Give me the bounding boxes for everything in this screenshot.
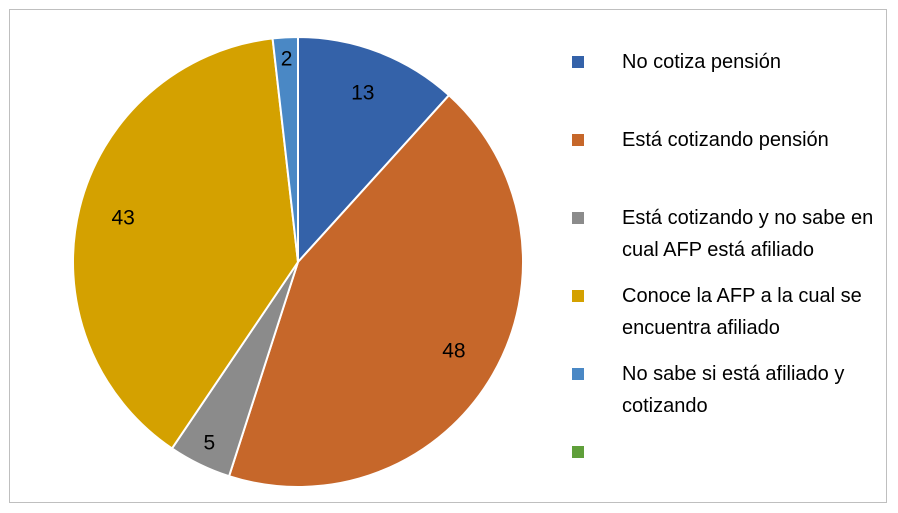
legend-label: No cotiza pensión — [622, 51, 781, 73]
pie-slice — [72, 37, 300, 450]
legend-label: Conoce la AFP a la cual se encuentra afi… — [622, 285, 862, 339]
data-label: 2 — [281, 47, 293, 70]
legend-swatch — [572, 290, 584, 302]
legend-swatch — [572, 212, 584, 224]
legend-item: Está cotizando y no sabe en cual AFP est… — [572, 202, 890, 280]
legend-label: No sabe si está afiliado y cotizando — [622, 363, 845, 417]
legend-swatch — [572, 134, 584, 146]
legend-swatch — [572, 446, 584, 458]
legend-item: No cotiza pensión — [572, 46, 890, 124]
pie-slice — [227, 93, 524, 488]
pie-slice — [297, 35, 451, 265]
data-label: 48 — [442, 340, 465, 363]
legend-item: Conoce la AFP a la cual se encuentra afi… — [572, 280, 890, 358]
legend-item: No sabe si está afiliado y cotizando — [572, 358, 890, 436]
legend-label: Está cotizando y no sabe en cual AFP est… — [622, 207, 874, 261]
legend-item: Está cotizando pensión — [572, 124, 890, 202]
data-label: 13 — [351, 82, 374, 105]
data-label: 5 — [204, 432, 216, 455]
legend: No cotiza pensión Está cotizando pensión E… — [572, 46, 890, 513]
pie-slice — [271, 35, 299, 263]
legend-swatch — [572, 368, 584, 380]
legend-label: Está cotizando pensión — [622, 129, 829, 151]
legend-item — [572, 436, 890, 513]
legend-swatch — [572, 56, 584, 68]
chart-border — [9, 9, 887, 503]
data-label: 43 — [112, 207, 135, 230]
